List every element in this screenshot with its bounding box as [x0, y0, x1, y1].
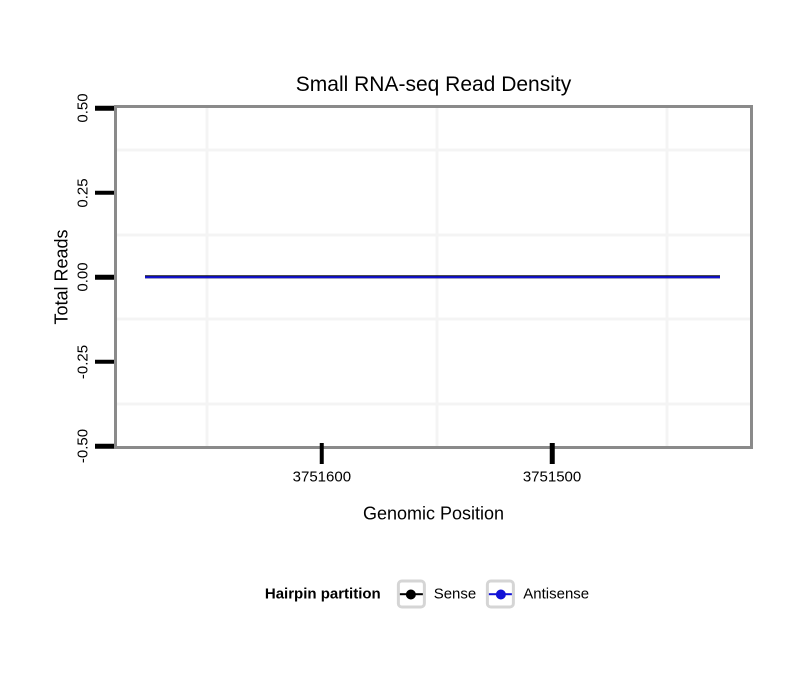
y-axis-tick — [95, 105, 114, 111]
legend: Hairpin partition Sense Antisense — [264, 579, 599, 609]
minor-gridline-horizontal — [117, 233, 750, 237]
minor-gridline-horizontal — [117, 317, 750, 321]
y-tick-label: -0.50 — [74, 428, 92, 464]
y-axis-tick — [95, 359, 114, 364]
minor-gridline-horizontal — [117, 148, 750, 152]
x-axis-tick — [319, 443, 325, 464]
x-tick-label: 3751600 — [292, 468, 352, 486]
y-tick-label: 0.25 — [74, 177, 92, 208]
y-tick-label: 0.00 — [74, 262, 92, 292]
legend-label-sense: Sense — [433, 585, 477, 603]
y-axis-title: Total Reads — [51, 229, 72, 325]
y-tick-label: 0.50 — [74, 93, 92, 123]
x-tick-label: 3751500 — [522, 468, 582, 486]
plot-title: Small RNA-seq Read Density — [295, 73, 572, 96]
y-axis-tick — [95, 274, 114, 280]
minor-gridline-horizontal — [117, 402, 750, 406]
legend-item-sense: Sense — [396, 579, 477, 609]
y-axis-tick — [95, 190, 114, 195]
x-axis-tick — [549, 443, 555, 464]
sense-dot-glyph — [406, 589, 417, 599]
legend-label-antisense: Antisense — [523, 585, 590, 603]
legend-title: Hairpin partition — [264, 585, 381, 603]
antisense-key-icon — [486, 579, 516, 609]
plot-panel: Small RNA-seq Read Density Total Reads G… — [52, 73, 753, 524]
sense-key-icon — [396, 579, 426, 609]
series-line-antisense — [144, 276, 721, 278]
antisense-dot-glyph — [495, 589, 506, 599]
y-tick-label: -0.25 — [74, 344, 92, 379]
x-axis-title: Genomic Position — [362, 503, 505, 524]
y-axis-tick — [95, 443, 114, 449]
legend-item-antisense: Antisense — [486, 579, 590, 609]
